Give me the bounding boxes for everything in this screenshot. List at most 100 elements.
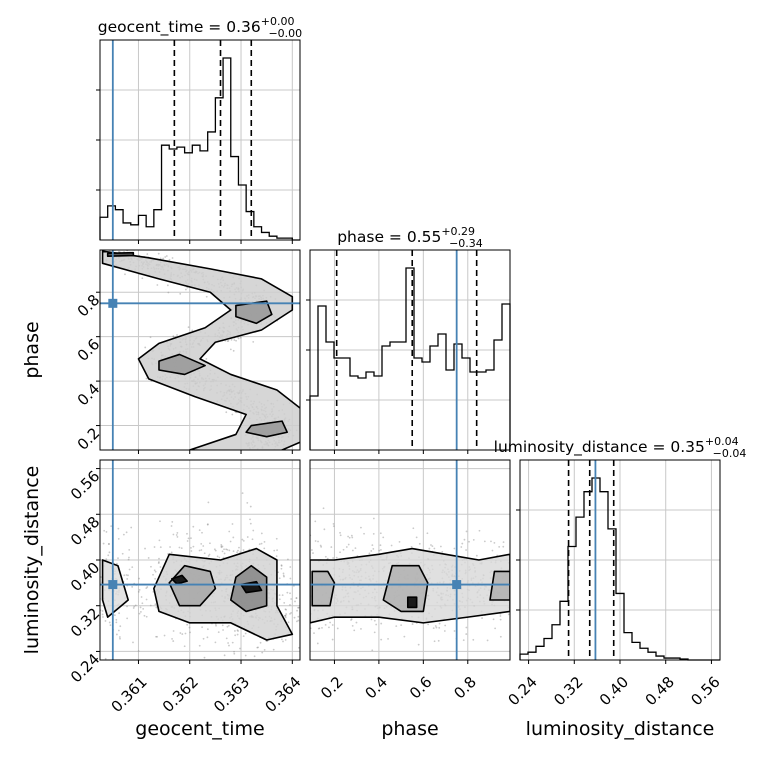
sample-point — [96, 578, 98, 580]
sample-point — [318, 627, 321, 630]
sample-point — [103, 529, 106, 532]
sample-point — [332, 525, 335, 528]
sample-point — [277, 571, 280, 574]
sample-point — [241, 538, 244, 541]
sample-point — [494, 627, 497, 630]
sample-point — [144, 346, 147, 349]
y-tick-label: 0.24 — [67, 650, 103, 686]
y-tick-label: 0.6 — [74, 335, 104, 365]
sample-point — [134, 246, 136, 248]
sample-point — [163, 634, 166, 637]
sample-point — [513, 559, 515, 561]
sample-point — [198, 529, 201, 532]
sample-point — [289, 613, 291, 615]
sample-point — [231, 641, 234, 644]
sample-point — [380, 622, 383, 625]
sample-point — [260, 542, 263, 545]
sample-point — [465, 626, 468, 629]
sample-point — [116, 562, 118, 565]
sample-point — [380, 638, 383, 641]
sample-point — [117, 629, 120, 632]
sample-point — [312, 552, 314, 554]
sample-point — [233, 652, 236, 655]
sample-point — [146, 586, 149, 588]
sample-point — [249, 522, 252, 525]
x-tick-label: 0.364 — [261, 673, 304, 716]
sample-point — [257, 451, 259, 453]
sample-point — [284, 614, 287, 617]
sample-point — [215, 624, 217, 627]
sample-point — [105, 531, 108, 533]
sample-point — [232, 536, 235, 539]
sample-point — [347, 535, 349, 538]
sample-point — [138, 612, 141, 615]
sample-point — [223, 552, 226, 555]
x-tick-label: 0.48 — [642, 673, 678, 709]
sample-point — [312, 636, 314, 638]
sample-point — [108, 543, 110, 545]
sample-point — [237, 337, 240, 340]
sample-point — [272, 451, 274, 453]
sample-point — [285, 613, 288, 615]
sample-point — [275, 555, 278, 558]
sample-point — [149, 336, 152, 339]
sample-point — [345, 546, 348, 548]
sample-point — [257, 452, 259, 454]
sample-point — [200, 549, 203, 551]
sample-point — [176, 532, 179, 534]
sample-point — [297, 606, 299, 609]
sample-point — [306, 566, 308, 568]
sample-point — [159, 257, 162, 260]
sample-point — [172, 335, 175, 338]
sample-point — [491, 549, 494, 552]
sample-point — [232, 349, 235, 352]
scatter-panel-geocent_time-luminosity_distance — [90, 460, 317, 660]
sample-point — [284, 616, 287, 619]
sample-point — [122, 533, 125, 536]
sample-point — [303, 593, 305, 595]
sample-point — [315, 627, 317, 629]
sample-point — [208, 553, 211, 556]
sample-point — [239, 551, 242, 554]
sample-point — [379, 544, 382, 547]
sample-point — [203, 552, 206, 555]
sample-point — [228, 530, 231, 533]
sample-point — [92, 549, 94, 551]
sample-point — [131, 566, 134, 568]
sample-point — [313, 632, 315, 635]
sample-point — [286, 591, 289, 594]
sample-point — [296, 574, 298, 576]
sample-point — [264, 452, 266, 454]
sample-point — [104, 620, 107, 622]
sample-point — [217, 631, 220, 634]
sample-point — [192, 525, 195, 528]
sample-point — [131, 586, 134, 588]
sample-point — [372, 548, 375, 550]
sample-point — [295, 597, 298, 600]
sample-point — [230, 338, 233, 341]
x-axis-label: luminosity_distance — [526, 718, 715, 740]
sample-point — [278, 577, 281, 580]
sample-point — [441, 550, 444, 553]
sample-point — [463, 538, 466, 541]
histogram-luminosity_distance — [519, 477, 720, 661]
title-luminosity_distance: luminosity_distance = 0.35+0.04 −0.04 — [494, 435, 747, 460]
x-tick-label: 0.6 — [406, 673, 436, 703]
sample-point — [284, 608, 287, 611]
sample-point — [330, 546, 333, 548]
sample-point — [108, 621, 111, 624]
sample-point — [237, 549, 239, 552]
sample-point — [220, 543, 223, 546]
sample-point — [90, 597, 92, 599]
sample-point — [168, 258, 171, 261]
sample-point — [227, 642, 230, 644]
sample-point — [322, 507, 325, 510]
sample-point — [178, 546, 181, 549]
density-contour — [406, 596, 418, 609]
histogram-phase — [309, 267, 511, 450]
sample-point — [461, 542, 464, 545]
sample-point — [246, 536, 249, 538]
sample-point — [317, 627, 320, 630]
sample-point — [354, 547, 357, 550]
